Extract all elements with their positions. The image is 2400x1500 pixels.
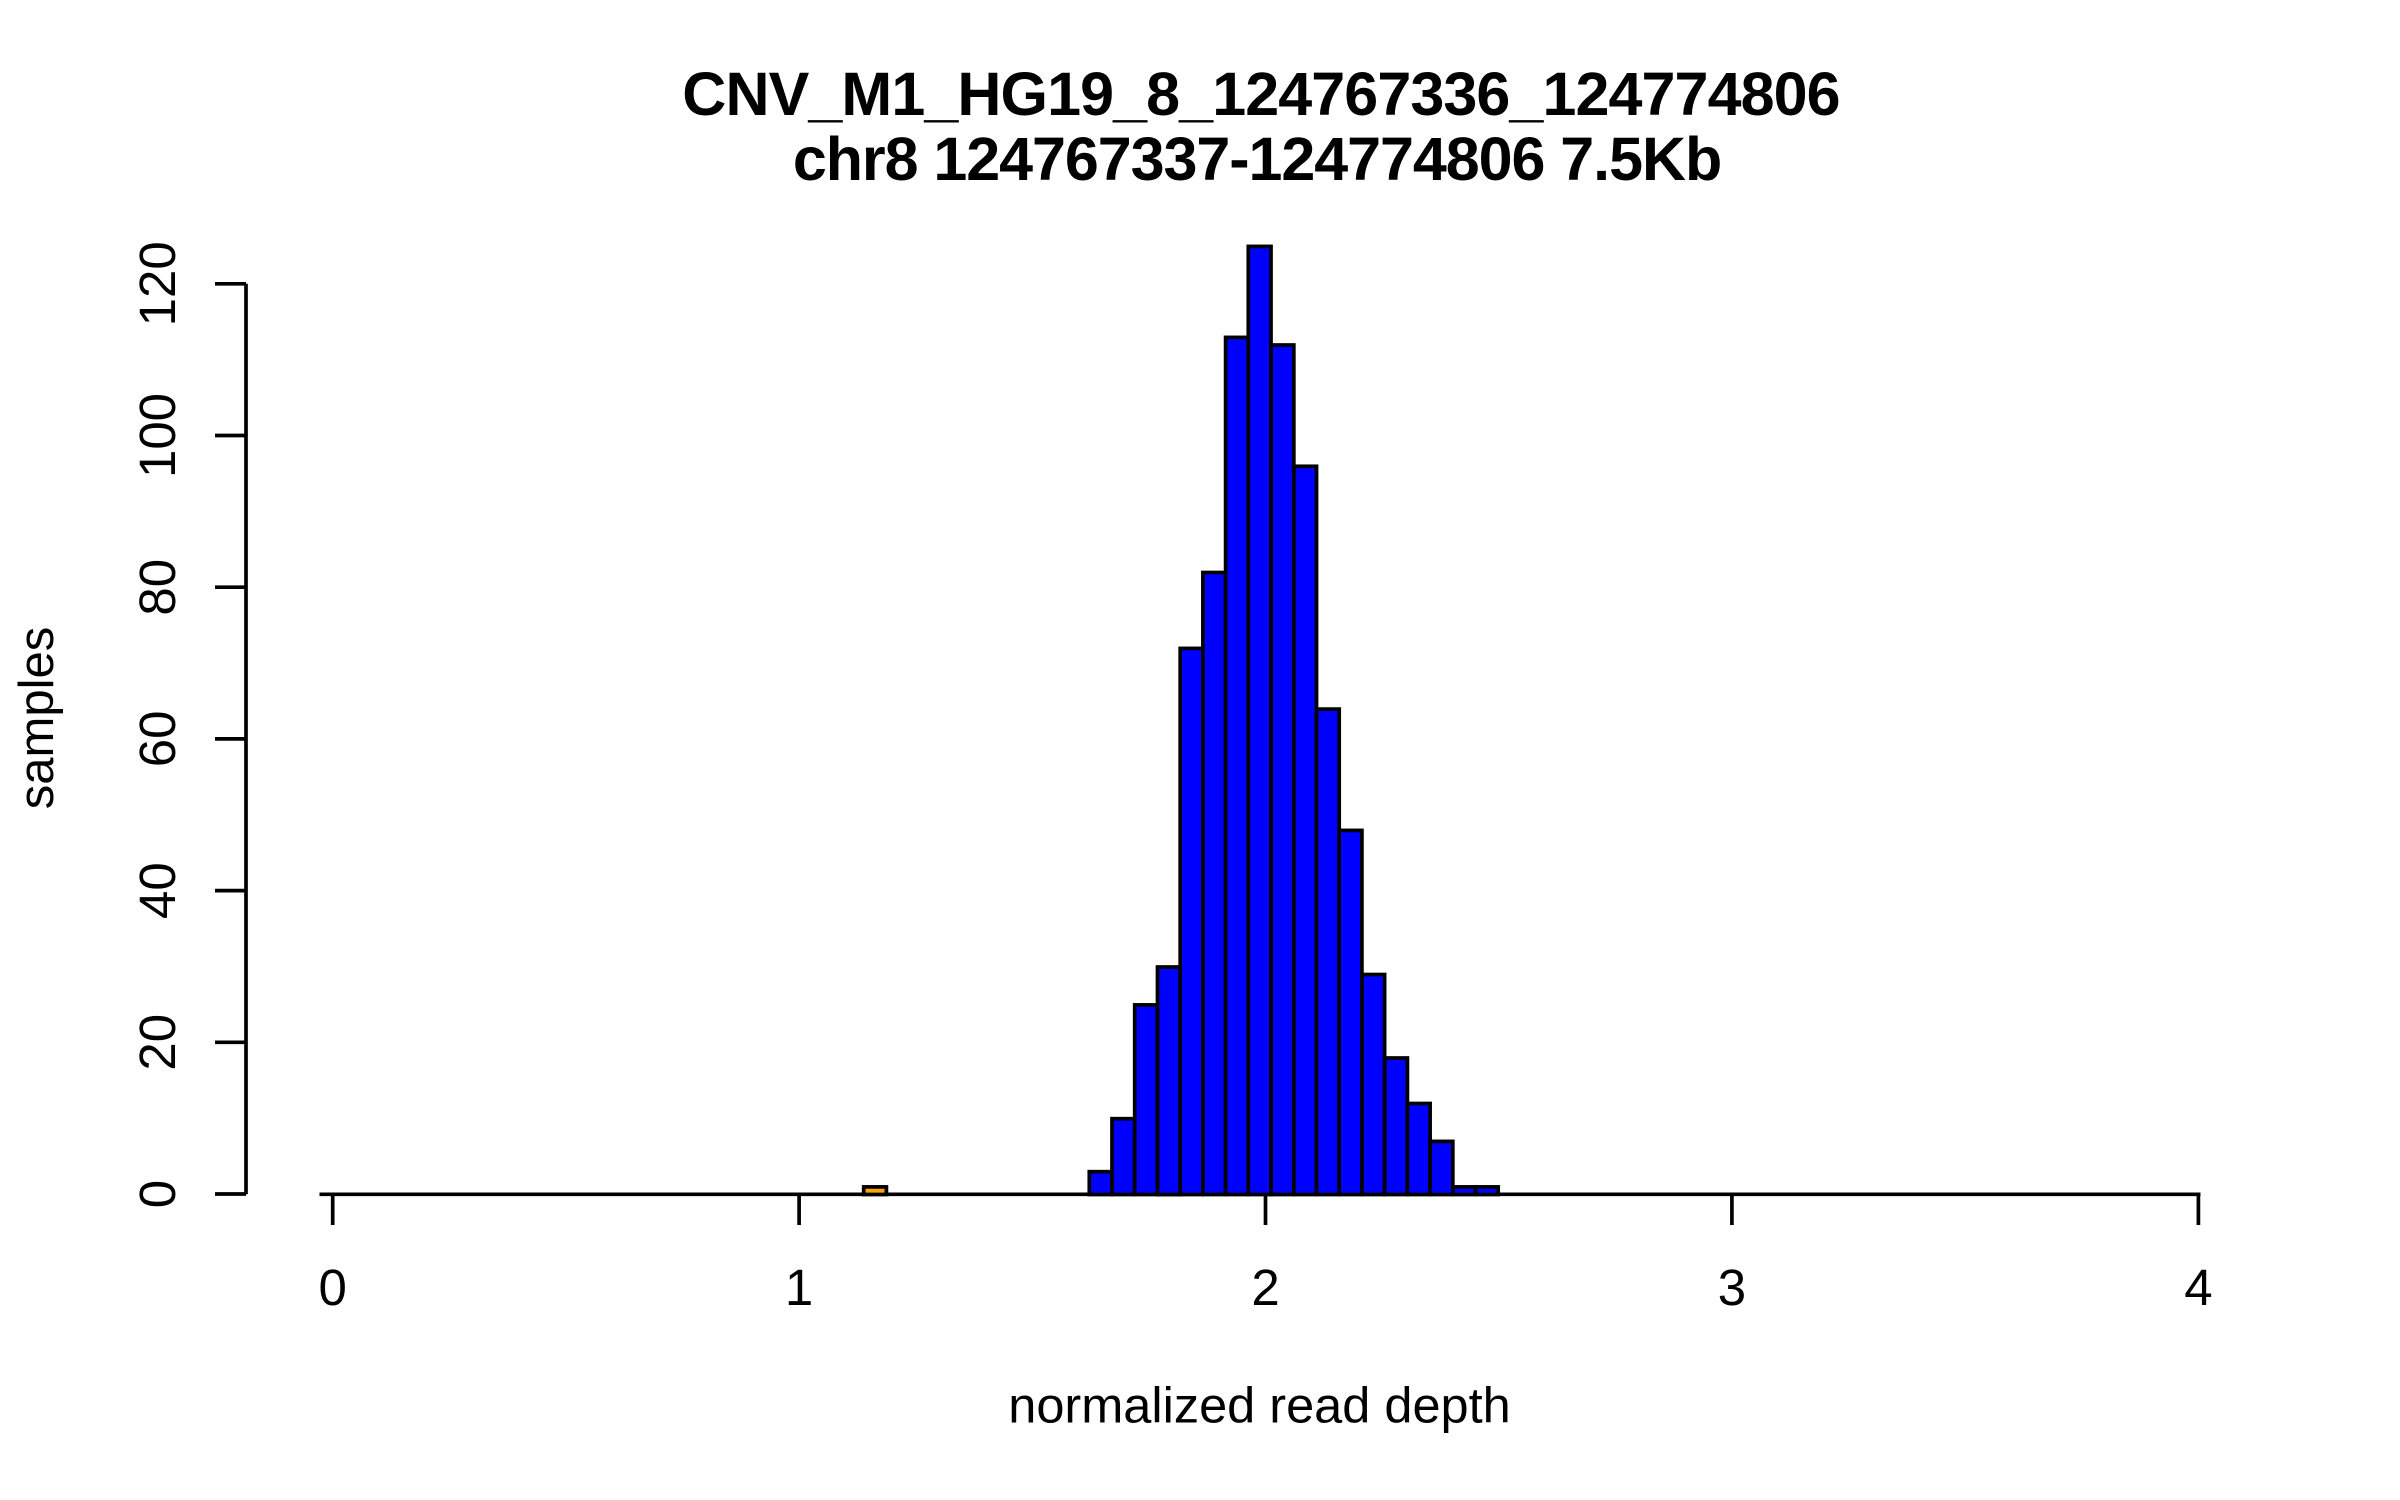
svg-text:3: 3 [1718, 1259, 1746, 1316]
svg-text:1: 1 [785, 1259, 813, 1316]
svg-text:samples: samples [10, 627, 64, 809]
svg-text:60: 60 [129, 711, 186, 768]
svg-text:120: 120 [129, 241, 186, 326]
svg-text:20: 20 [129, 1014, 186, 1071]
svg-text:2: 2 [1251, 1259, 1279, 1316]
svg-text:CNV_M1_HG19_8_124767336_124774: CNV_M1_HG19_8_124767336_124774806 [682, 60, 1839, 128]
svg-text:chr8 124767337-124774806 7.5Kb: chr8 124767337-124774806 7.5Kb [793, 125, 1721, 193]
svg-text:40: 40 [129, 862, 186, 919]
svg-text:0: 0 [319, 1259, 347, 1316]
svg-text:100: 100 [129, 393, 186, 478]
svg-text:4: 4 [2184, 1259, 2212, 1316]
svg-text:normalized read depth: normalized read depth [1008, 1377, 1511, 1434]
svg-text:0: 0 [129, 1180, 186, 1208]
svg-text:80: 80 [129, 559, 186, 616]
